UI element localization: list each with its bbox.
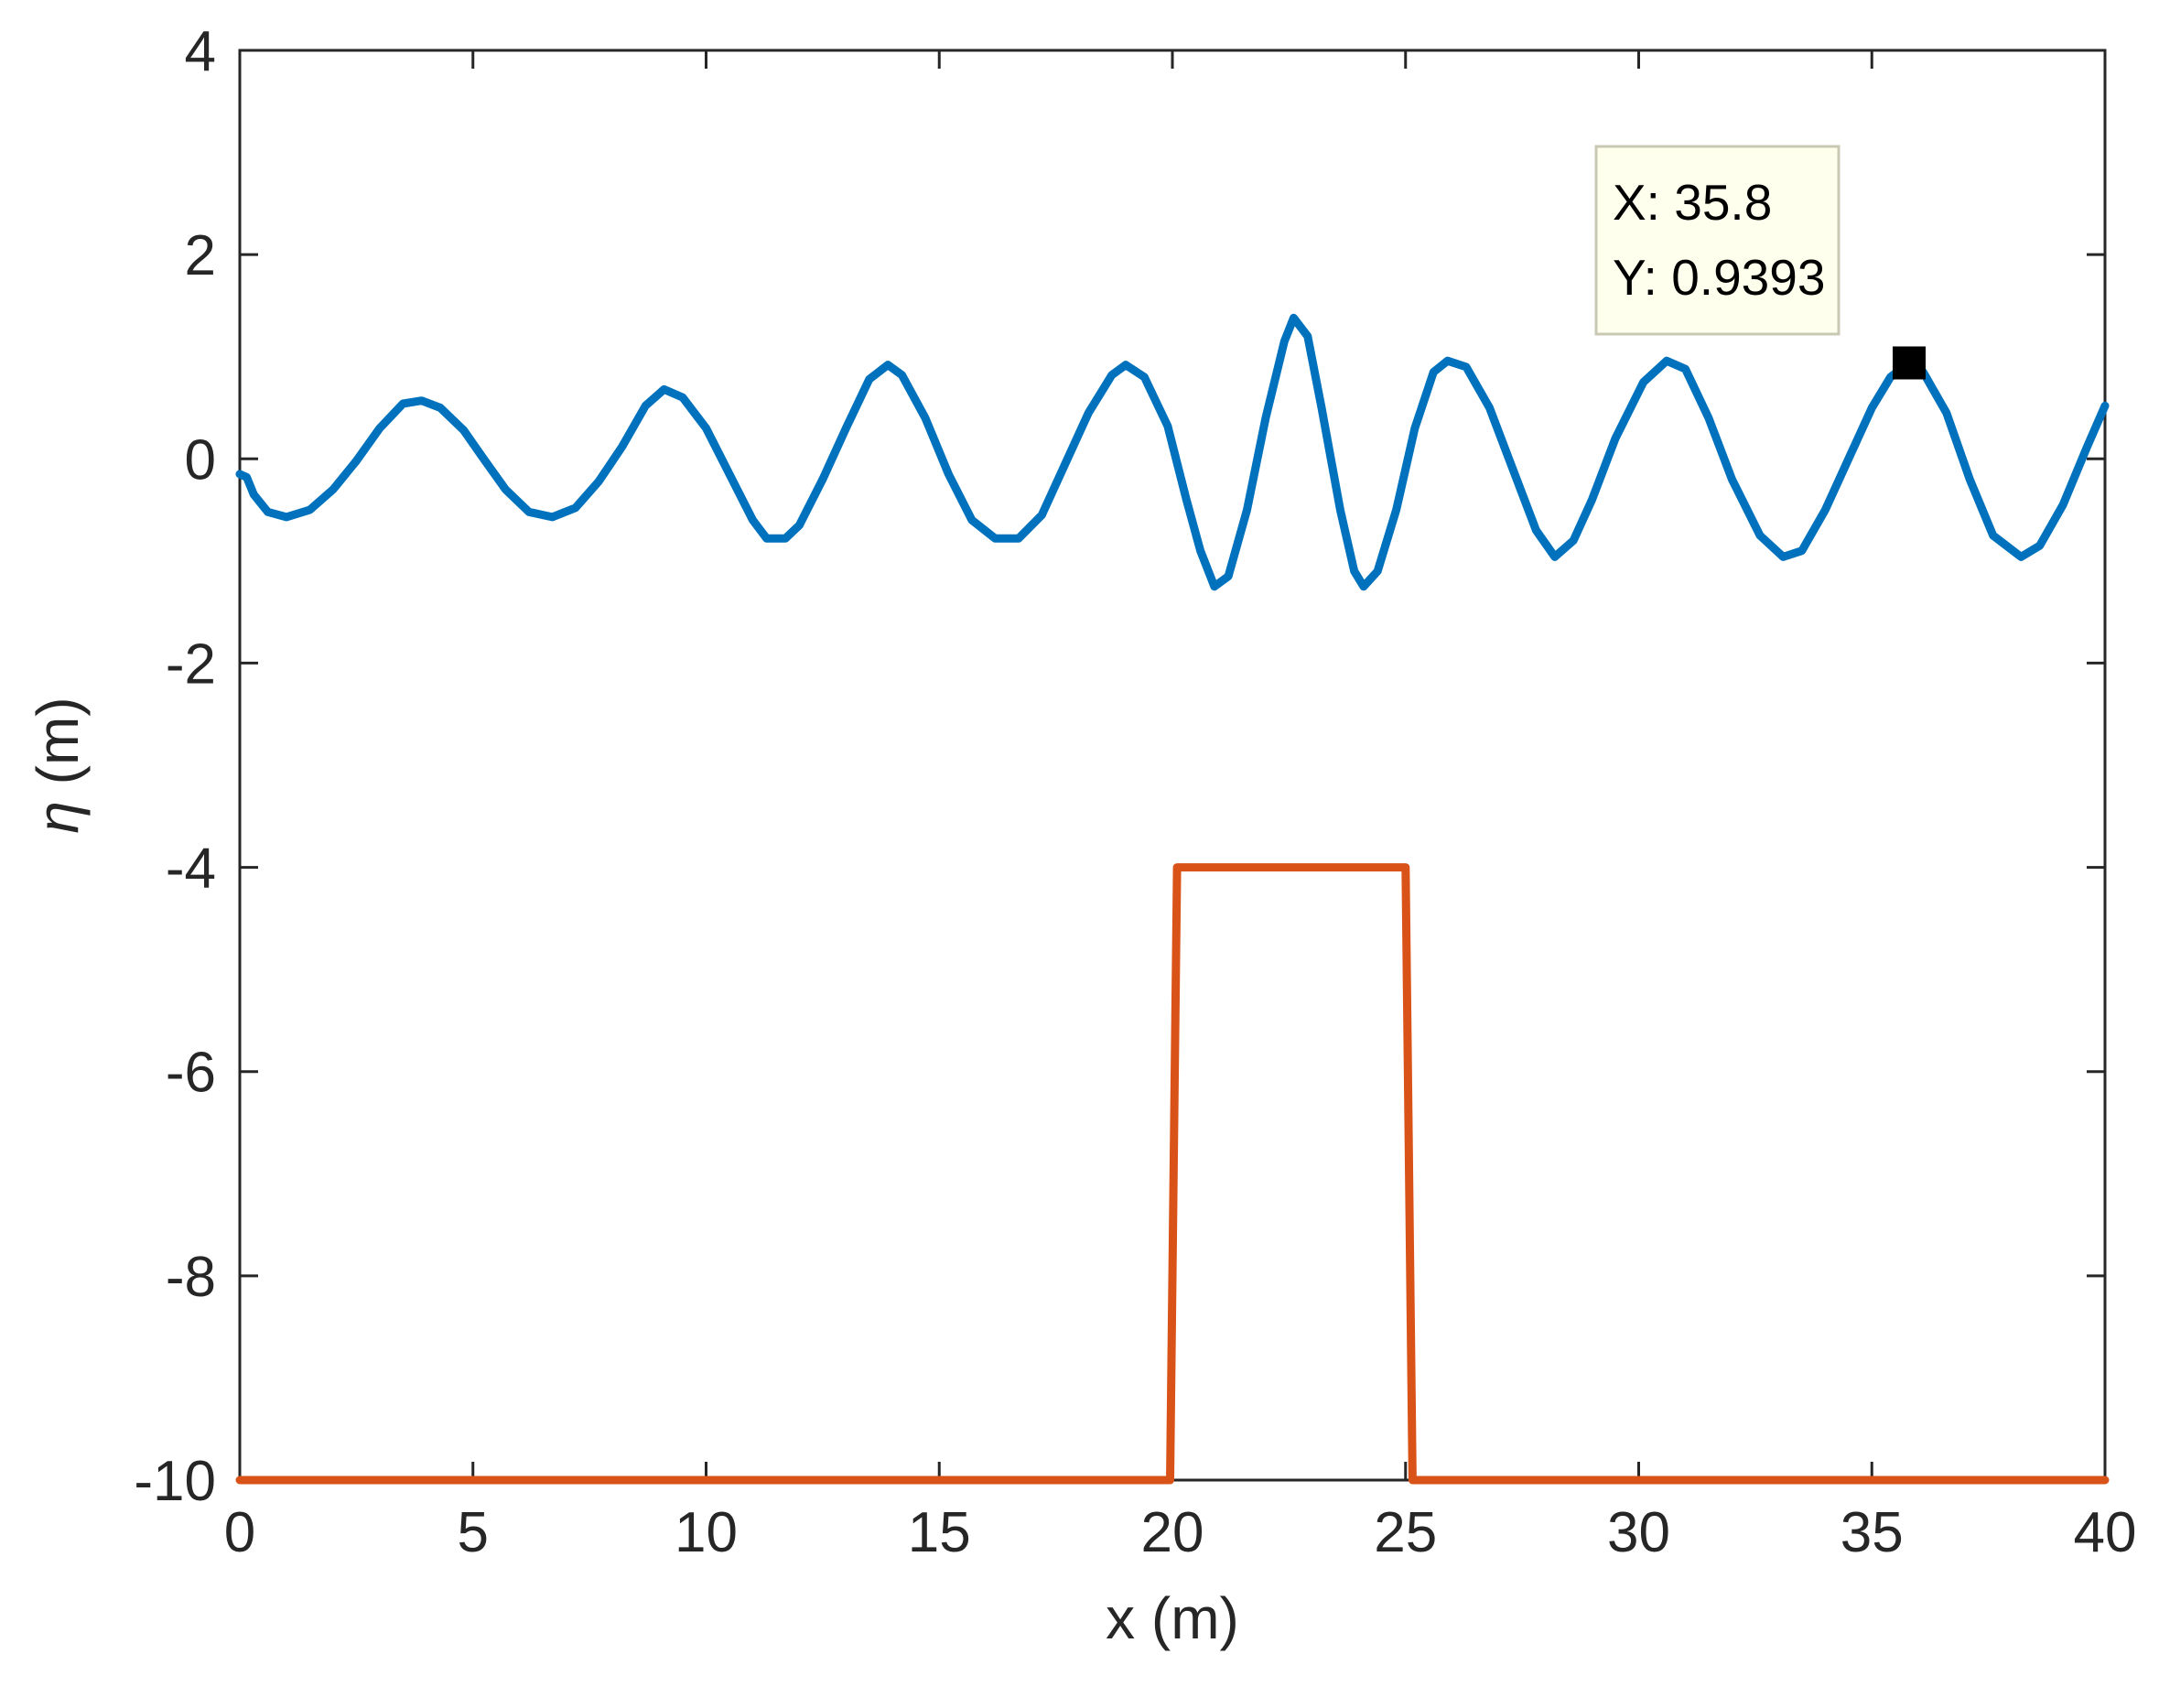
series-line-2 [235,863,2110,1485]
y-tick-label: 2 [185,224,216,287]
datatip-marker [1893,346,1927,380]
y-axis-label: η (m) [25,697,91,833]
series-layer [235,313,2110,1485]
x-tick-label: 15 [908,1501,971,1564]
x-tick-label: 25 [1374,1501,1437,1564]
y-axis-ticks: -10 -8 -6 -4 -2 0 2 4 [134,20,2105,1513]
datatip[interactable]: X: 35.8 Y: 0.9393 [1594,145,1927,380]
x-tick-label: 10 [675,1501,738,1564]
x-tick-label: 0 [224,1501,255,1564]
y-tick-label: -8 [166,1246,216,1309]
x-axis-label: x (m) [1106,1585,1239,1651]
y-tick-label: -6 [166,1042,216,1105]
y-axis-label-symbol: η [25,801,91,834]
x-tick-label: 40 [2074,1501,2137,1564]
y-tick-label: -2 [166,632,216,696]
datatip-box [1594,145,1841,336]
x-tick-label: 20 [1141,1501,1204,1564]
x-tick-label: 35 [1841,1501,1904,1564]
datatip-y-text: Y: 0.9393 [1613,249,1825,306]
datatip-x-text: X: 35.8 [1613,174,1772,231]
y-axis-label-unit: (m) [25,697,91,801]
y-tick-label: -10 [134,1450,216,1513]
y-tick-label: -4 [166,838,216,901]
x-axis-ticks: 0 5 10 15 20 25 30 35 40 [224,50,2137,1564]
y-tick-label: 0 [185,428,216,492]
x-tick-label: 30 [1607,1501,1670,1564]
y-tick-label: 4 [185,20,216,83]
series-line-1 [235,313,2110,591]
x-tick-label: 5 [458,1501,489,1564]
